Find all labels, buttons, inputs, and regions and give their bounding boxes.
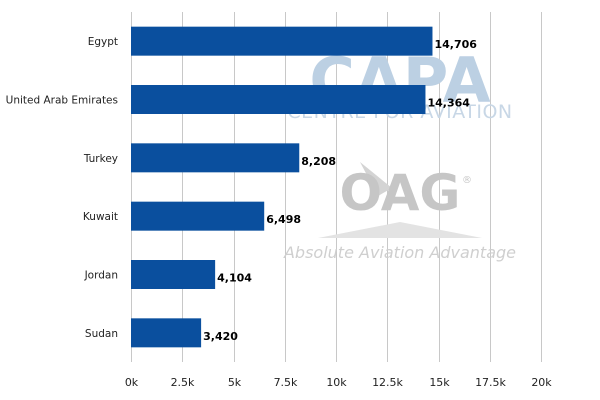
bar (131, 143, 300, 173)
bars (131, 26, 433, 348)
bar-value-label: 4,104 (217, 272, 252, 285)
oag-watermark-tagline: Absolute Aviation Advantage (283, 243, 516, 262)
oag-watermark: OAG ® Absolute Aviation Advantage (283, 162, 516, 262)
oag-swoosh-icon (318, 222, 482, 238)
x-tick-label: 0k (125, 376, 139, 389)
category-label: Sudan (85, 328, 118, 340)
x-tick-label: 10k (326, 376, 347, 389)
oag-watermark-logo: OAG (340, 164, 461, 222)
x-tick-label: 7.5k (274, 376, 298, 389)
x-tick-label: 5k (228, 376, 242, 389)
x-tick-label: 12.5k (372, 376, 403, 389)
bar (131, 201, 265, 231)
bar-value-label: 6,498 (266, 213, 301, 226)
bar-value-label: 14,364 (427, 97, 470, 110)
oag-plane-icon (360, 162, 392, 196)
bar (131, 260, 216, 289)
bar (131, 26, 433, 56)
oag-registered-mark: ® (462, 175, 472, 186)
x-tick-label: 17.5k (475, 376, 506, 389)
category-label: Jordan (84, 270, 118, 282)
x-tick-label: 15k (429, 376, 450, 389)
x-axis-tick-labels: 0k 2.5k 5k 7.5k 10k 12.5k 15k 17.5k 20k (125, 376, 552, 389)
bar (131, 85, 426, 114)
bar-value-label: 8,208 (301, 155, 336, 168)
bar-value-label: 3,420 (203, 330, 238, 343)
value-labels: 14,706 14,364 8,208 6,498 4,104 3,420 (203, 38, 477, 343)
category-labels: Egypt United Arab Emirates Turkey Kuwait Jor… (6, 36, 118, 340)
category-label: United Arab Emirates (6, 95, 118, 107)
x-tick-label: 20k (531, 376, 552, 389)
category-label: Kuwait (83, 211, 118, 223)
x-tick-label: 2.5k (171, 376, 195, 389)
category-label: Egypt (88, 36, 118, 48)
bar-value-label: 14,706 (434, 38, 477, 51)
category-label: Turkey (83, 153, 118, 165)
bar (131, 318, 202, 348)
